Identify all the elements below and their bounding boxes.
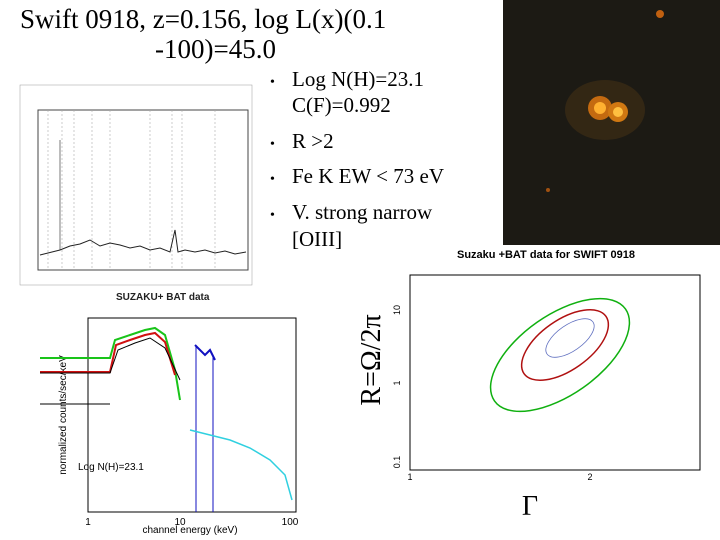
bullet-text: Fe K EW < 73 eV <box>292 164 444 188</box>
bullet-text: Log N(H)=23.1 <box>292 67 424 91</box>
x-tick-label: 1 <box>85 517 91 528</box>
bullet-marker: • <box>270 137 275 152</box>
x-axis-label: Γ <box>522 491 538 522</box>
bullet-marker: • <box>270 172 275 187</box>
x-tick-label: 100 <box>282 517 299 528</box>
xray-spectrum: normalized counts/sec/keV channel energy… <box>40 317 299 536</box>
y-tick-label: 1 <box>392 380 402 385</box>
optical-spectrum: SUZAKU+ BAT data <box>19 84 253 303</box>
bullet-text: V. strong narrow <box>292 200 433 224</box>
bullet-marker: • <box>270 75 275 90</box>
x-tick-label: 1 <box>407 472 412 482</box>
y-tick-label: 10 <box>392 305 402 315</box>
bullet-text: [OIII] <box>292 227 342 251</box>
optical-image <box>503 0 720 245</box>
y-tick-label: 0.1 <box>392 456 402 469</box>
x-axis-label: channel energy (keV) <box>142 525 237 536</box>
contour-plot: Suzaku +BAT data for SWIFT 0918 R=Ω/2π Γ… <box>356 249 701 522</box>
y-axis-label: R=Ω/2π <box>356 314 387 405</box>
plot-title: Suzaku +BAT data for SWIFT 0918 <box>457 249 635 261</box>
title-line: -100)=45.0 <box>155 34 276 64</box>
bullet-text: R >2 <box>292 129 334 153</box>
annotation: Log N(H)=23.1 <box>78 462 144 473</box>
caption: SUZAKU+ BAT data <box>116 292 210 303</box>
bullet-text: C(F)=0.992 <box>292 93 391 117</box>
bullet-marker: • <box>270 208 275 223</box>
y-axis-label: normalized counts/sec/keV <box>58 355 69 475</box>
x-tick-label: 2 <box>587 472 592 482</box>
x-tick-label: 10 <box>174 517 186 528</box>
title-line: Swift 0918, z=0.156, log L(x)(0.1 <box>20 4 386 34</box>
